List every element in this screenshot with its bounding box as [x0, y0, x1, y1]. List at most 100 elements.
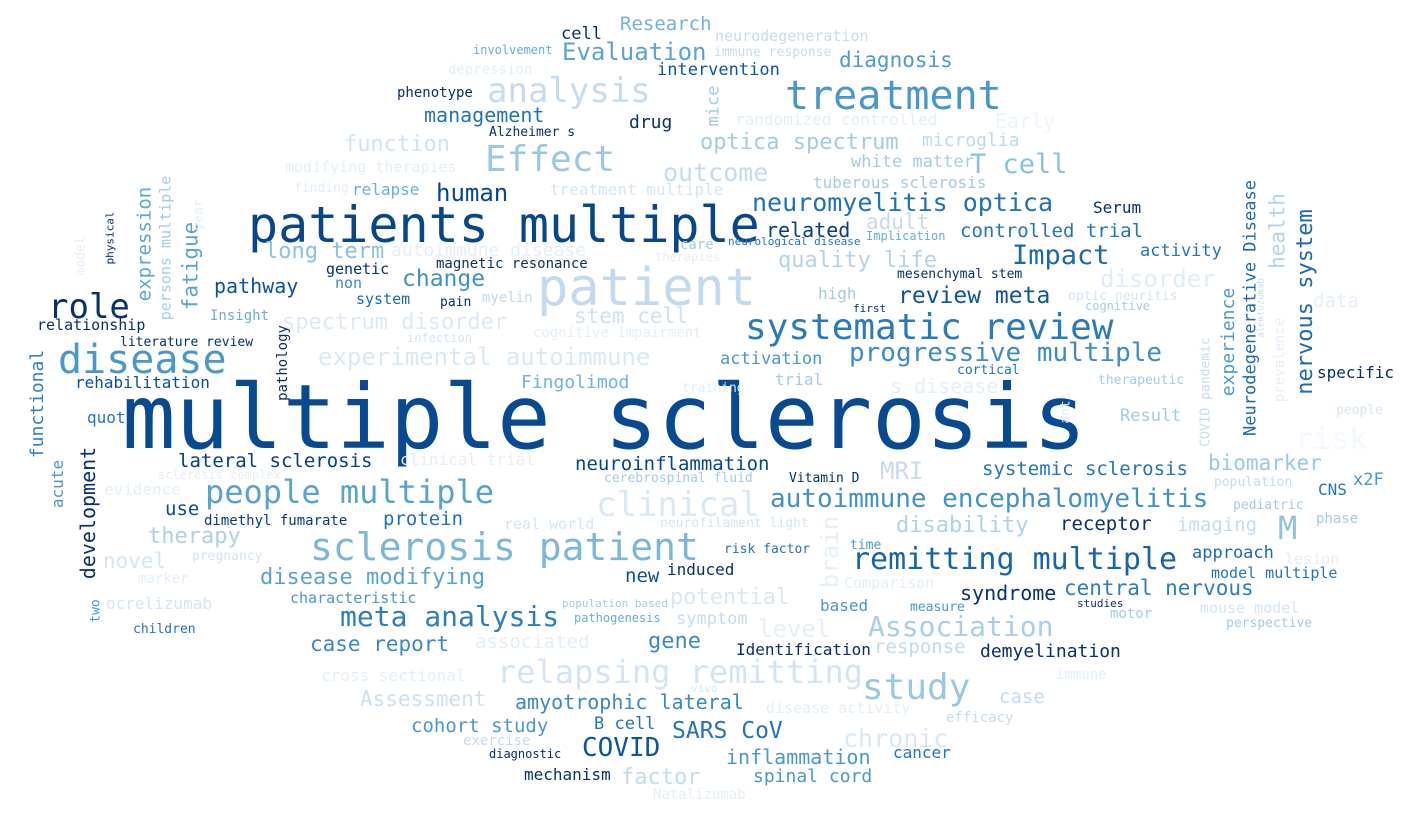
word: systematic review [745, 307, 1114, 348]
word: dimethyl fumarate [204, 513, 348, 529]
word: remitting multiple [852, 542, 1178, 577]
word: pain [440, 295, 472, 310]
word: mouse model [1200, 599, 1300, 617]
word: lateral sclerosis [178, 450, 373, 472]
word: lesion [1285, 550, 1340, 568]
word: human [436, 179, 509, 207]
word: clinical [596, 485, 760, 525]
word: activation [720, 349, 823, 369]
word: two [88, 599, 104, 623]
word: adult [866, 210, 930, 234]
word: therapy [148, 524, 241, 549]
word: cross sectional [321, 666, 466, 685]
word: clinical trial [400, 450, 535, 469]
word: biomarker [1208, 451, 1322, 475]
word: specific [1317, 363, 1395, 382]
word: role [48, 287, 130, 327]
word: relapse [352, 180, 420, 199]
word: randomized controlled [735, 110, 938, 129]
word: approach [1192, 543, 1274, 563]
word: activity [1140, 241, 1222, 261]
word: efficacy [946, 710, 1014, 726]
word: T cell [970, 149, 1068, 180]
word: non [335, 274, 363, 292]
word: pregnancy [192, 549, 263, 564]
word: therapeutic [1098, 373, 1185, 388]
word: cortical [957, 363, 1020, 378]
word: case report [310, 632, 450, 656]
word: response [874, 636, 966, 658]
word: change [402, 266, 486, 292]
word: magnetic resonance [436, 256, 588, 272]
word: Serum [1093, 198, 1142, 217]
word: population [1214, 475, 1293, 490]
word: population based [562, 597, 668, 610]
word: finding [294, 181, 349, 196]
word: phenotype [397, 85, 473, 101]
word: controlled trial [960, 220, 1144, 242]
word: Natalizumab [653, 787, 746, 803]
word: study [862, 667, 971, 708]
word: central nervous [1064, 576, 1254, 600]
word: measure [910, 600, 965, 615]
word: evidence [104, 480, 182, 499]
word: functional [27, 349, 48, 459]
word: disorder [1100, 265, 1216, 293]
word: relapsing remitting [497, 653, 864, 691]
word: cognitive impairment [533, 325, 702, 341]
word: neurofilament light [660, 516, 809, 531]
word: Early [995, 109, 1056, 133]
word: amyotrophic lateral [515, 690, 744, 714]
word: quot [87, 408, 126, 427]
word: spectrum disorder [282, 310, 508, 335]
word: exercise [463, 733, 531, 749]
word: neuroinflammation [575, 453, 770, 475]
word: system [356, 290, 411, 308]
word: model [73, 236, 89, 276]
word: pediatric [1233, 498, 1304, 513]
word: related [766, 218, 851, 242]
word: mice [703, 85, 724, 127]
word: mechanism [524, 765, 611, 784]
word: induced [667, 560, 735, 579]
word: Result [1120, 406, 1182, 426]
word: Identification [736, 640, 871, 659]
word: myelin [482, 290, 533, 306]
word: health [1265, 193, 1290, 269]
word: persons multiple [156, 175, 175, 321]
word: mesenchymal stem [897, 267, 1023, 282]
word: disease modifying [260, 565, 486, 590]
word: people [1336, 403, 1383, 418]
word: patients multiple [248, 196, 760, 254]
word: development [76, 446, 100, 580]
word: COVID [582, 733, 661, 763]
word: first [853, 302, 887, 315]
word: experimental autoimmune [318, 343, 651, 371]
word: Implication [866, 229, 946, 243]
word: multiple sclerosis [122, 365, 1087, 469]
word: review meta [898, 283, 1051, 309]
word: prevalence [1272, 317, 1288, 403]
word: modifying therapies [285, 158, 457, 176]
word: imaging [1177, 514, 1258, 536]
word: physical [103, 211, 117, 265]
word: fatigue [178, 221, 203, 311]
word: risk [1295, 422, 1368, 457]
word: analysis [487, 71, 651, 111]
word: experience [1218, 287, 1239, 397]
word: literature review [120, 335, 254, 350]
word: immune [1056, 667, 1107, 683]
word: training [682, 381, 745, 396]
word: time [850, 538, 882, 553]
word: case [999, 686, 1045, 708]
word: vivo [691, 682, 718, 695]
word: people multiple [205, 473, 494, 511]
word: management [424, 103, 545, 127]
word: protein [383, 508, 464, 530]
word: disability [896, 513, 1029, 538]
word: COVID pandemic [1198, 337, 1214, 447]
word: expression [133, 186, 156, 302]
word: progressive multiple [849, 338, 1163, 368]
word: Alzheimer s [489, 125, 576, 140]
word: treatment multiple [550, 180, 724, 199]
